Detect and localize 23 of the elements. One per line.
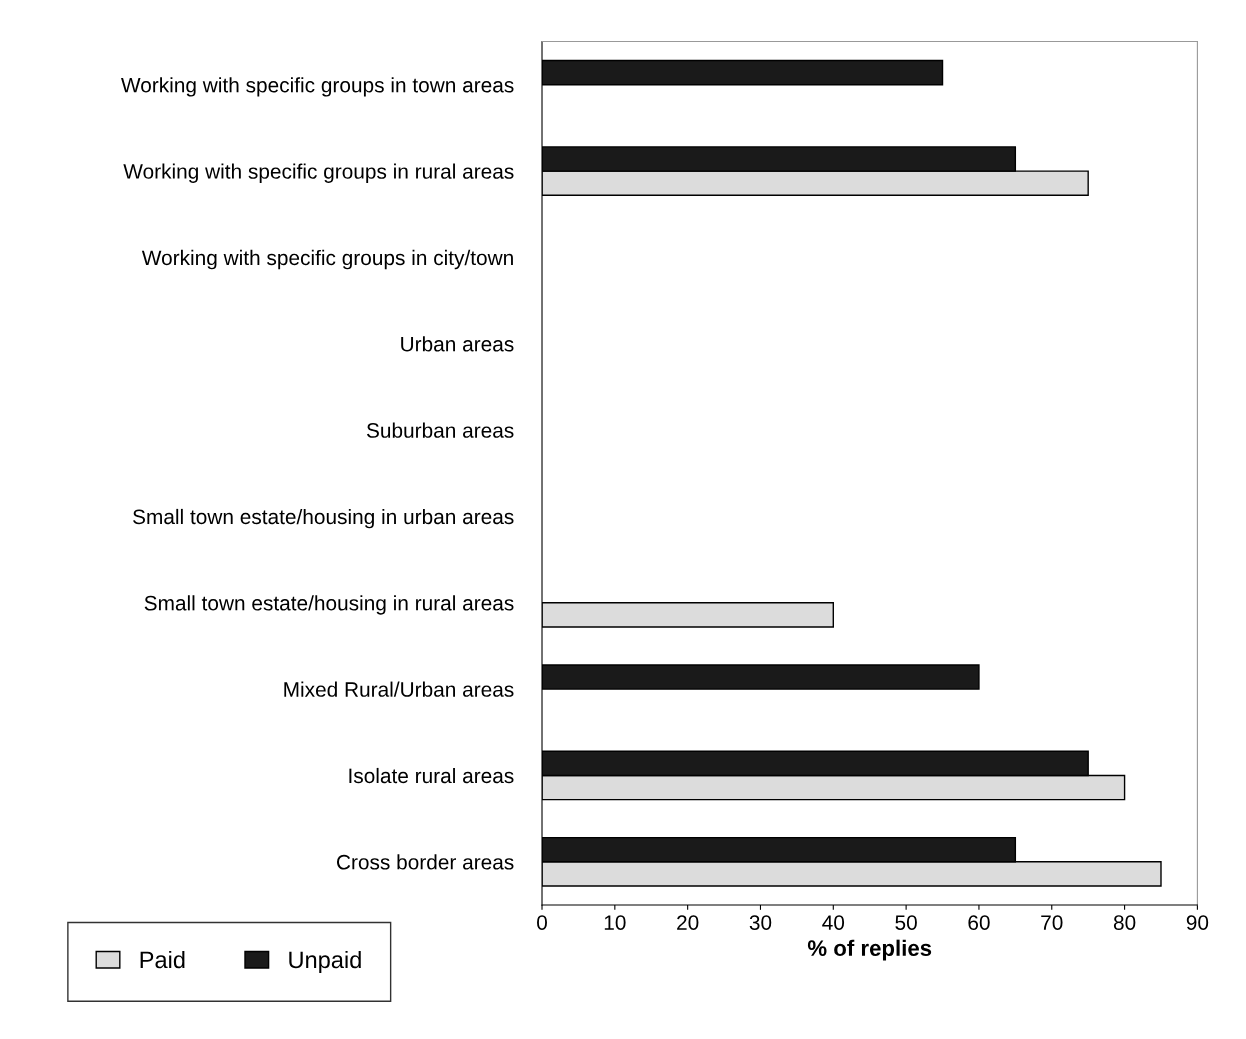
y-tick-label: Mixed Rural/Urban areas — [284, 681, 514, 697]
x-tick-label: 0 — [537, 915, 547, 930]
x-tick-label: 50 — [895, 915, 917, 930]
y-tick-label: Working with specific groups in town areas — [121, 77, 514, 97]
x-tick-label: 40 — [822, 915, 845, 930]
y-tick-label: Isolate rural areas — [349, 767, 514, 784]
y-tick-label: Small town estate/housing in rural areas — [144, 595, 514, 615]
y-tick-label: Working with specific groups in city/town — [141, 249, 513, 270]
y-tick-label: Cross border areas — [336, 854, 514, 870]
x-axis-title: % of replies — [807, 939, 932, 961]
x-tick-label: 10 — [604, 915, 626, 930]
legend-label: Paid — [140, 950, 185, 969]
x-tick-label: 60 — [968, 915, 990, 930]
x-tick-label: 90 — [1186, 915, 1209, 930]
x-tick-label: 80 — [1113, 915, 1136, 930]
x-tick-label: 30 — [749, 915, 772, 930]
y-tick-label: Small town estate/housing in urban areas — [133, 508, 514, 529]
x-tick-label: 70 — [1041, 915, 1063, 930]
y-tick-label: Suburban areas — [366, 422, 514, 438]
legend-label: Unpaid — [289, 950, 361, 973]
y-tick-label: Urban areas — [401, 336, 514, 352]
x-tick-label: 20 — [677, 915, 699, 930]
y-tick-label: Working with specific groups in rural areas — [123, 163, 514, 183]
